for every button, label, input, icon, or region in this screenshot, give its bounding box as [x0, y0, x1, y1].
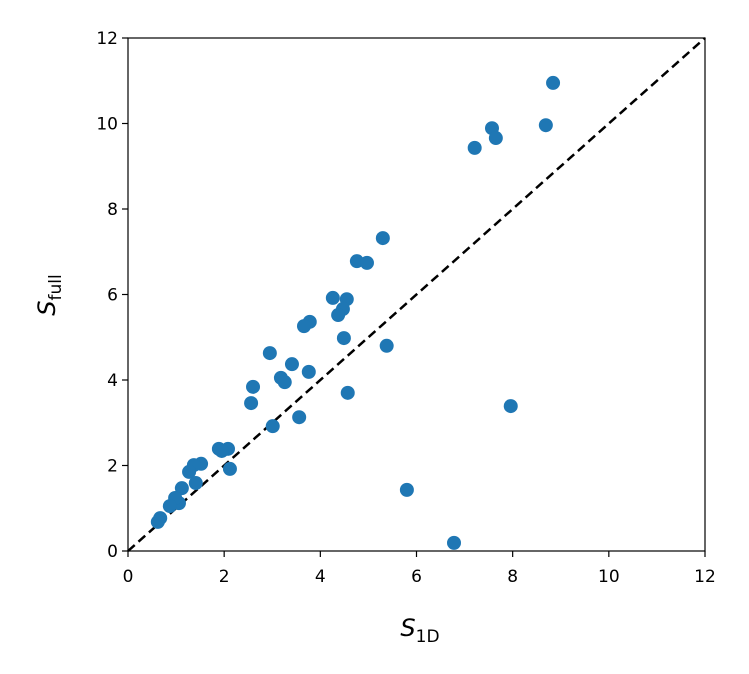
x-tick-label: 10	[598, 567, 620, 587]
y-axis-label: Sfull	[33, 274, 66, 315]
point	[150, 514, 165, 529]
point	[214, 443, 229, 458]
y-tick-label: 12	[96, 29, 118, 49]
y-tick-label: 10	[96, 115, 118, 135]
point	[336, 331, 351, 346]
x-tick-label: 8	[507, 567, 518, 587]
point	[246, 379, 261, 394]
point	[503, 399, 518, 414]
x-label-main: S	[400, 614, 415, 642]
point	[162, 499, 177, 514]
y-tick-label: 6	[107, 286, 118, 306]
point	[359, 255, 374, 270]
point	[292, 410, 307, 425]
point	[222, 461, 237, 476]
point	[375, 231, 390, 246]
point	[538, 118, 553, 133]
point	[488, 131, 503, 146]
point	[325, 290, 340, 305]
point	[340, 385, 355, 400]
y-label-main: S	[33, 300, 61, 315]
x-tick-label: 6	[411, 567, 422, 587]
point	[447, 535, 462, 550]
point	[296, 319, 311, 334]
point	[546, 75, 561, 90]
x-label-sub: 1D	[416, 627, 440, 647]
x-tick-label: 0	[123, 567, 134, 587]
identity-line	[127, 37, 706, 552]
y-tick-label: 4	[107, 371, 118, 391]
x-tick-label: 4	[315, 567, 326, 587]
y-label-sub: full	[46, 274, 66, 300]
y-tick-label: 0	[107, 542, 118, 562]
y-tick-label: 2	[107, 457, 118, 477]
x-tick-label: 2	[219, 567, 230, 587]
point	[277, 375, 292, 390]
point	[399, 482, 414, 497]
point	[379, 338, 394, 353]
point	[467, 140, 482, 155]
plot-frame	[127, 37, 706, 552]
point	[188, 476, 203, 491]
point	[174, 481, 189, 496]
point	[244, 396, 259, 411]
point	[262, 346, 277, 361]
point	[331, 308, 346, 323]
point	[284, 357, 299, 372]
point	[182, 464, 197, 479]
y-tick-label: 8	[107, 200, 118, 220]
point	[265, 419, 280, 434]
x-tick-label: 12	[694, 567, 716, 587]
x-axis-label: S1D	[400, 614, 439, 647]
point	[301, 364, 316, 379]
